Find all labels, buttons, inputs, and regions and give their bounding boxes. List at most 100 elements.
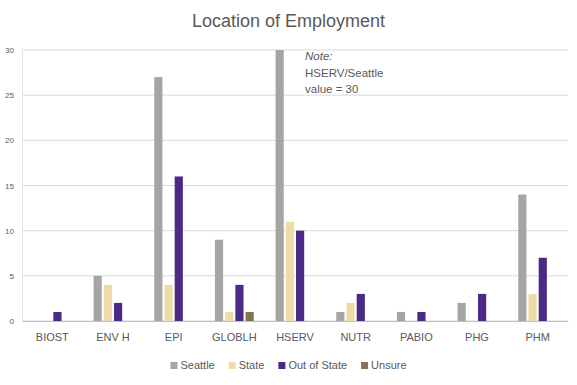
y-tick-label: 20: [5, 136, 14, 145]
legend-swatch: [170, 362, 177, 369]
legend-swatch: [361, 362, 368, 369]
bar: [124, 321, 132, 322]
x-tick-label: GLOBLH: [212, 331, 257, 343]
x-tick-label: ENV H: [96, 331, 130, 343]
bar: [225, 312, 233, 321]
annotation-text: value = 30: [305, 83, 358, 95]
bar: [346, 303, 354, 321]
y-axis-line: [22, 51, 23, 322]
legend-item: Seattle: [170, 359, 214, 371]
y-tick-label: 0: [10, 317, 15, 326]
x-tick: ENV H: [96, 321, 130, 343]
x-tick-label: PHG: [465, 331, 489, 343]
bar: [468, 321, 476, 322]
x-tick: GLOBLH: [212, 321, 257, 343]
bar: [164, 285, 172, 321]
bar: [528, 294, 536, 321]
bar: [357, 294, 365, 321]
legend-swatch: [229, 362, 236, 369]
bar: [235, 285, 243, 321]
grid-line: [22, 95, 568, 96]
x-axis-line: [23, 321, 569, 322]
grid-line: [22, 230, 568, 231]
bar: [428, 321, 436, 322]
chart-container: Location of Employment 0 5 10 15 20 25 30 BIOST E…: [0, 0, 577, 385]
x-tick-label: NUTR: [340, 331, 371, 343]
bar: [306, 321, 314, 322]
x-tick: PHG: [465, 321, 489, 343]
x-tick: PHM: [525, 321, 549, 343]
bar: [488, 321, 496, 322]
bar: [33, 321, 41, 322]
grid-line: [22, 140, 568, 141]
bar: [114, 303, 122, 321]
bar: [518, 195, 526, 321]
x-tick-label: HSERV: [276, 331, 314, 343]
bar: [539, 258, 547, 321]
x-tick-label: PHM: [525, 331, 549, 343]
legend-label: Unsure: [371, 359, 406, 371]
y-tick-label: 10: [5, 227, 14, 236]
x-tick-label: BIOST: [36, 331, 69, 343]
x-tick: BIOST: [36, 321, 69, 343]
bar: [478, 294, 486, 321]
x-tick: NUTR: [340, 321, 371, 343]
y-tick-label: 25: [5, 91, 14, 100]
annotation-text: HSERV/Seattle: [305, 67, 383, 79]
bars: [53, 50, 547, 321]
y-tick: 25: [5, 91, 22, 100]
annotation: Note: HSERV/Seattle value = 30: [305, 50, 383, 95]
series: [104, 222, 537, 321]
bar: [336, 312, 344, 321]
bar: [286, 222, 294, 321]
bar: [397, 312, 405, 321]
legend-item: Unsure: [361, 359, 406, 371]
bar: [417, 312, 425, 321]
legend-swatch: [278, 362, 285, 369]
bar: [185, 321, 193, 322]
x-tick-label: EPI: [165, 331, 183, 343]
x-tick: EPI: [165, 321, 183, 343]
x-axis: BIOST ENV H EPI GLOBLH HSERV NUTR PABIO PHG PHM: [23, 321, 569, 343]
bar: [458, 303, 466, 321]
bar: [296, 231, 304, 321]
bar: [367, 321, 375, 322]
y-tick-label: 5: [10, 272, 15, 281]
legend-item: Out of State: [278, 359, 347, 371]
bar: [276, 50, 284, 321]
grid-line: [22, 185, 568, 186]
plot: 0 5 10 15 20 25 30 BIOST ENV H EPI GLOBLH HSERV NUTR…: [5, 46, 568, 343]
grid-line: [22, 50, 568, 51]
bar: [94, 276, 102, 321]
y-tick-label: 30: [5, 46, 14, 55]
grid: [22, 50, 568, 321]
bar: [64, 321, 72, 322]
legend-label: Out of State: [288, 359, 347, 371]
y-tick: 15: [5, 182, 22, 191]
y-tick: 20: [5, 136, 22, 145]
bar: [53, 312, 61, 321]
legend-label: Seattle: [180, 359, 214, 371]
x-tick: PABIO: [400, 321, 433, 343]
bar: [246, 312, 254, 321]
legend: Seattle State Out of State Unsure: [170, 359, 406, 371]
bar: [43, 321, 51, 322]
annotation-text: Note:: [305, 50, 333, 62]
legend-label: State: [239, 359, 265, 371]
y-tick: 0: [10, 317, 22, 326]
legend-item: State: [229, 359, 265, 371]
series: [246, 312, 254, 321]
title: Location of Employment: [192, 11, 385, 31]
series: [94, 50, 527, 321]
bar: [549, 321, 557, 322]
y-tick: 5: [10, 272, 22, 281]
bar: [407, 321, 415, 322]
bar: [215, 240, 223, 321]
y-axis: 0 5 10 15 20 25 30: [5, 46, 22, 326]
y-tick: 30: [5, 46, 22, 55]
x-tick: HSERV: [276, 321, 314, 343]
bar: [104, 285, 112, 321]
x-tick-label: PABIO: [400, 331, 433, 343]
y-tick: 10: [5, 227, 22, 236]
bar: [175, 176, 183, 321]
